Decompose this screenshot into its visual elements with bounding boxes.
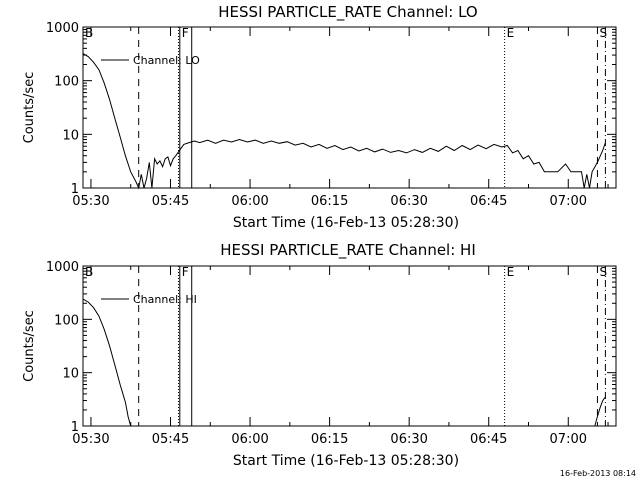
marker-label: S <box>599 265 607 279</box>
legend-label: Channel: LO <box>133 54 200 67</box>
plot-frame <box>82 265 617 427</box>
x-tick-label: 06:00 <box>231 194 268 209</box>
x-tick-label: 05:30 <box>72 432 109 447</box>
x-axis-label: Start Time (16-Feb-13 05:28:30) <box>233 453 459 469</box>
y-axis-label: Counts/sec <box>22 310 37 382</box>
x-tick-label: 06:45 <box>470 432 507 447</box>
y-tick-label: 1000 <box>46 21 79 36</box>
x-tick-label: 05:45 <box>152 194 189 209</box>
marker-label: E <box>507 265 515 279</box>
x-tick-label: 06:30 <box>390 194 427 209</box>
y-tick-label: 1 <box>71 182 79 197</box>
y-axis-label: Counts/sec <box>22 72 37 144</box>
marker-label: F <box>182 265 189 279</box>
series-line <box>594 396 606 427</box>
marker-label: E <box>507 26 515 40</box>
plot-frame <box>82 26 617 189</box>
panel-hi: HESSI PARTICLE_RATE Channel: HI Start Ti… <box>22 241 617 469</box>
chart-title: HESSI PARTICLE_RATE Channel: LO <box>218 3 477 22</box>
x-tick-label: 06:45 <box>470 194 507 209</box>
marker-label: B <box>85 265 93 279</box>
x-tick-label: 05:45 <box>152 432 189 447</box>
y-tick-label: 100 <box>54 313 79 328</box>
chart-title: HESSI PARTICLE_RATE Channel: HI <box>220 241 476 260</box>
marker-label: S <box>599 26 607 40</box>
legend-label: Channel: HI <box>133 293 197 306</box>
x-tick-label: 06:15 <box>311 432 348 447</box>
y-tick-label: 10 <box>62 367 79 382</box>
x-tick-label: 06:30 <box>390 432 427 447</box>
marker-label: B <box>85 26 93 40</box>
y-tick-label: 1000 <box>46 260 79 275</box>
series-line <box>82 298 132 427</box>
x-tick-label: 07:00 <box>550 432 587 447</box>
marker-label: F <box>182 26 189 40</box>
x-tick-label: 06:15 <box>311 194 348 209</box>
y-tick-label: 10 <box>62 128 79 143</box>
panel-lo: HESSI PARTICLE_RATE Channel: LO Start Ti… <box>22 3 617 231</box>
y-tick-label: 1 <box>71 420 79 435</box>
footer-timestamp: 16-Feb-2013 08:14 <box>560 469 636 478</box>
x-tick-label: 07:00 <box>550 194 587 209</box>
x-tick-label: 05:30 <box>72 194 109 209</box>
x-tick-label: 06:00 <box>231 432 268 447</box>
series-line <box>82 53 606 190</box>
y-tick-label: 100 <box>54 75 79 90</box>
x-axis-label: Start Time (16-Feb-13 05:28:30) <box>233 215 459 231</box>
